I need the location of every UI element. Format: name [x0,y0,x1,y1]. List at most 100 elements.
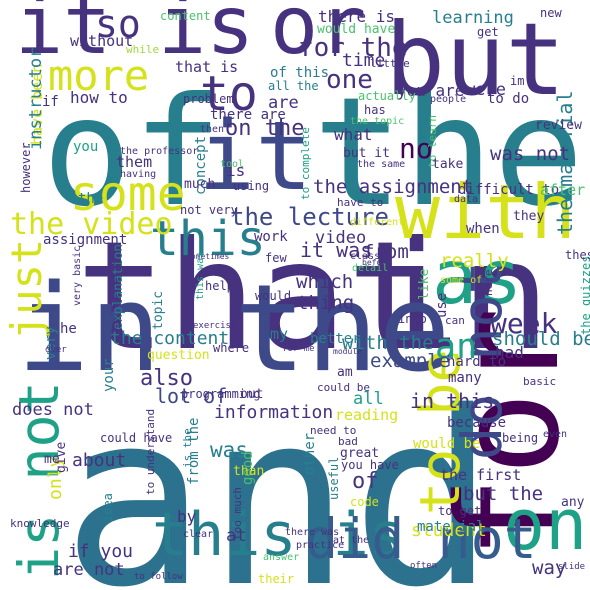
cloud-word: people [430,94,467,105]
cloud-word: should be [492,328,590,350]
cloud-word: to follow [134,572,183,582]
cloud-word: from [363,241,409,263]
cloud-word: this [150,211,266,267]
cloud-word: very basic [72,245,83,306]
cloud-word: would [255,289,292,303]
cloud-word: them [116,153,153,171]
cloud-word: however [19,142,33,193]
cloud-word: knowledge [10,517,70,530]
cloud-word: topic [151,290,166,330]
cloud-word: of the [42,66,584,240]
cloud-word: material [417,519,485,535]
cloud-word: class [350,251,381,262]
cloud-word: if [42,94,59,110]
cloud-word: the same [357,159,406,170]
cloud-word: programming [181,387,261,401]
cloud-word: difficult to [458,182,560,198]
cloud-word: with [395,168,576,256]
cloud-word: after [540,181,586,199]
cloud-word: little [370,57,410,70]
cloud-word: is [158,0,255,72]
cloud-word: before [362,258,391,267]
cloud-word: sometimes [186,252,230,261]
cloud-word: than [233,464,265,479]
cloud-word: some of [440,275,483,286]
cloud-word: idea [101,493,115,522]
cloud-word: to complete [299,127,312,200]
cloud-word: problem [183,92,234,106]
cloud-word: has [364,103,386,117]
cloud-word: are [268,93,299,113]
cloud-word: without [70,32,134,50]
cloud-word: my [270,325,289,343]
cloud-word: code [350,495,379,509]
cloud-word: or [270,0,367,72]
cloud-word: clear [183,529,214,540]
cloud-word: assignment [43,232,128,248]
cloud-word: the professor [120,146,199,157]
cloud-word: could have [100,431,173,445]
cloud-word: where [213,341,250,355]
cloud-word: here [482,269,495,297]
cloud-word: too much [231,487,244,540]
cloud-word: you are [397,81,465,100]
cloud-word: lot of [155,384,228,408]
cloud-word: am [337,365,353,380]
cloud-word: the quizzes [579,255,590,335]
cloud-word: at the [333,535,370,546]
cloud-word: is the [181,428,194,468]
cloud-word: reading [335,406,399,424]
cloud-word: the lecture [230,203,389,231]
cloud-word: being [502,431,539,445]
cloud-word: can [445,314,465,327]
cloud-word: different [350,217,405,228]
cloud-word: all [353,389,384,409]
cloud-word: question [147,348,210,363]
cloud-word: useful [327,456,341,500]
cloud-word: other [302,432,318,475]
cloud-word: about [72,450,127,471]
cloud-word: on the [225,116,305,141]
cloud-word: take [432,157,464,172]
cloud-word: your [101,358,117,392]
cloud-word: on [503,484,588,566]
cloud-word: example [370,350,451,372]
cloud-word: how to [70,88,128,107]
cloud-word: have to [337,196,384,209]
cloud-word: to [200,66,258,122]
cloud-word: no [399,132,433,165]
cloud-word: their [258,572,295,586]
cloud-word: he [60,321,77,337]
cloud-word: of [352,469,379,494]
cloud-word: really [440,250,509,272]
cloud-word: at [226,526,247,546]
cloud-word: the assignment [313,176,474,198]
cloud-word: because [447,415,507,431]
cloud-word: the topic [350,116,405,127]
cloud-word: by [177,507,197,526]
cloud-word: as [432,233,523,321]
cloud-word: work [254,229,288,245]
cloud-word: are not [53,560,125,580]
cloud-word: an [435,327,478,367]
cloud-word: also [140,366,193,391]
cloud-word: there are [210,107,286,123]
cloud-word: the [78,191,104,207]
cloud-word: data [454,194,479,205]
cloud-word: the first [440,466,522,484]
cloud-word: using [233,179,270,193]
cloud-word: could be [317,381,370,394]
cloud-word: bad [338,435,358,448]
cloud-word: that [76,210,438,384]
cloud-word: explanation [111,243,126,330]
cloud-word: review [535,118,582,133]
cloud-word: learning [432,8,514,28]
cloud-word: tool [220,159,245,170]
cloud-word: which [296,271,354,293]
cloud-word: hard to [447,354,507,370]
cloud-word: me [44,452,60,467]
cloud-word: get [477,25,499,39]
cloud-word: content [160,9,211,23]
cloud-word: does not [12,400,94,420]
